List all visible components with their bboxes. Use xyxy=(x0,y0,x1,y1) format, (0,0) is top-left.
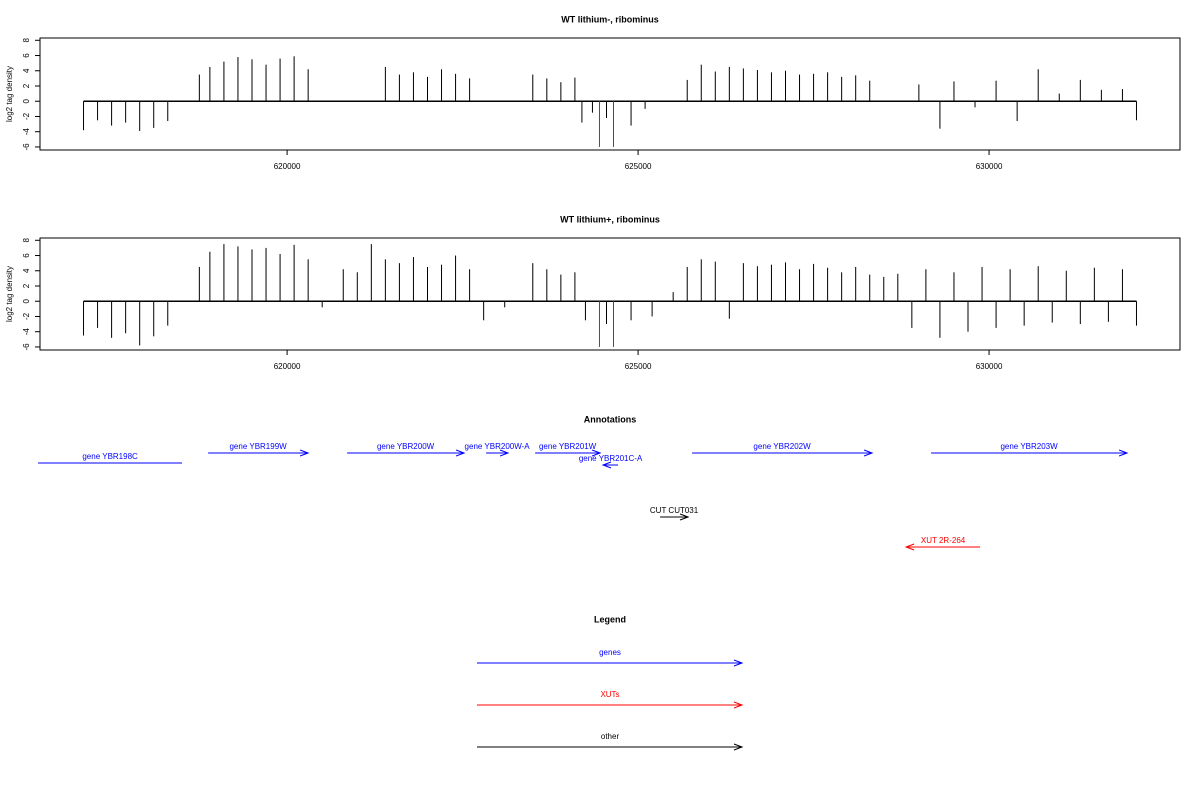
feature-label: gene YBR199W xyxy=(229,442,287,451)
legend-label: genes xyxy=(599,648,621,657)
y-axis-label: log2 tag density xyxy=(5,66,14,122)
x-tick-label: 630000 xyxy=(976,362,1003,371)
plot-frame xyxy=(39,237,1181,351)
feature-arrow-head xyxy=(1118,449,1129,457)
x-tick-label: 620000 xyxy=(274,162,301,171)
annotations-title: Annotations xyxy=(584,414,637,424)
feature-arrow-head xyxy=(299,449,310,457)
feature-label: gene YBR198C xyxy=(82,452,138,461)
y-axis-label: log2 tag density xyxy=(5,266,14,322)
y-tick-label: 2 xyxy=(22,283,31,288)
feature-label: XUT 2R-264 xyxy=(921,536,966,545)
feature-arrow-head xyxy=(591,449,602,457)
y-tick-label: 4 xyxy=(22,68,31,73)
y-tick-label: 8 xyxy=(22,38,31,43)
x-tick-label: 630000 xyxy=(976,162,1003,171)
feature-arrow-head xyxy=(679,513,690,521)
y-tick-label: -4 xyxy=(22,328,31,336)
feature-label: gene YBR200W-A xyxy=(465,442,531,451)
legend-arrow-head xyxy=(733,701,744,709)
y-tick-label: 8 xyxy=(22,238,31,243)
y-tick-label: 2 xyxy=(22,83,31,88)
y-tick-label: -2 xyxy=(22,112,31,120)
feature-label: gene YBR202W xyxy=(753,442,811,451)
legend-arrow-head xyxy=(733,743,744,751)
x-tick-label: 625000 xyxy=(625,162,652,171)
y-tick-label: 6 xyxy=(22,253,31,258)
legend-arrow-head xyxy=(733,659,744,667)
y-tick-label: 4 xyxy=(22,268,31,273)
x-tick-label: 625000 xyxy=(625,362,652,371)
y-tick-label: -2 xyxy=(22,312,31,320)
feature-arrow-head xyxy=(601,461,612,469)
legend-title: Legend xyxy=(594,614,626,624)
feature-label: gene YBR200W xyxy=(377,442,435,451)
legend-label: XUTs xyxy=(600,690,619,699)
panel-title: WT lithium+, ribominus xyxy=(560,214,660,224)
feature-label: gene YBR203W xyxy=(1000,442,1058,451)
feature-label: CUT CUT031 xyxy=(650,506,699,515)
y-tick-label: -6 xyxy=(22,343,31,351)
feature-arrow-head xyxy=(863,449,874,457)
x-tick-label: 620000 xyxy=(274,362,301,371)
panel-title: WT lithium-, ribominus xyxy=(561,14,659,24)
feature-arrow-head xyxy=(455,449,466,457)
feature-label: gene YBR201W xyxy=(539,442,597,451)
feature-arrow-head xyxy=(904,543,915,551)
y-tick-label: -6 xyxy=(22,143,31,151)
feature-label: gene YBR201C-A xyxy=(579,454,643,463)
plot-frame xyxy=(39,37,1181,151)
y-tick-label: 0 xyxy=(22,298,31,303)
y-tick-label: 6 xyxy=(22,53,31,58)
legend-label: other xyxy=(601,732,620,741)
feature-arrow-head xyxy=(499,449,510,457)
y-tick-label: 0 xyxy=(22,98,31,103)
y-tick-label: -4 xyxy=(22,128,31,136)
